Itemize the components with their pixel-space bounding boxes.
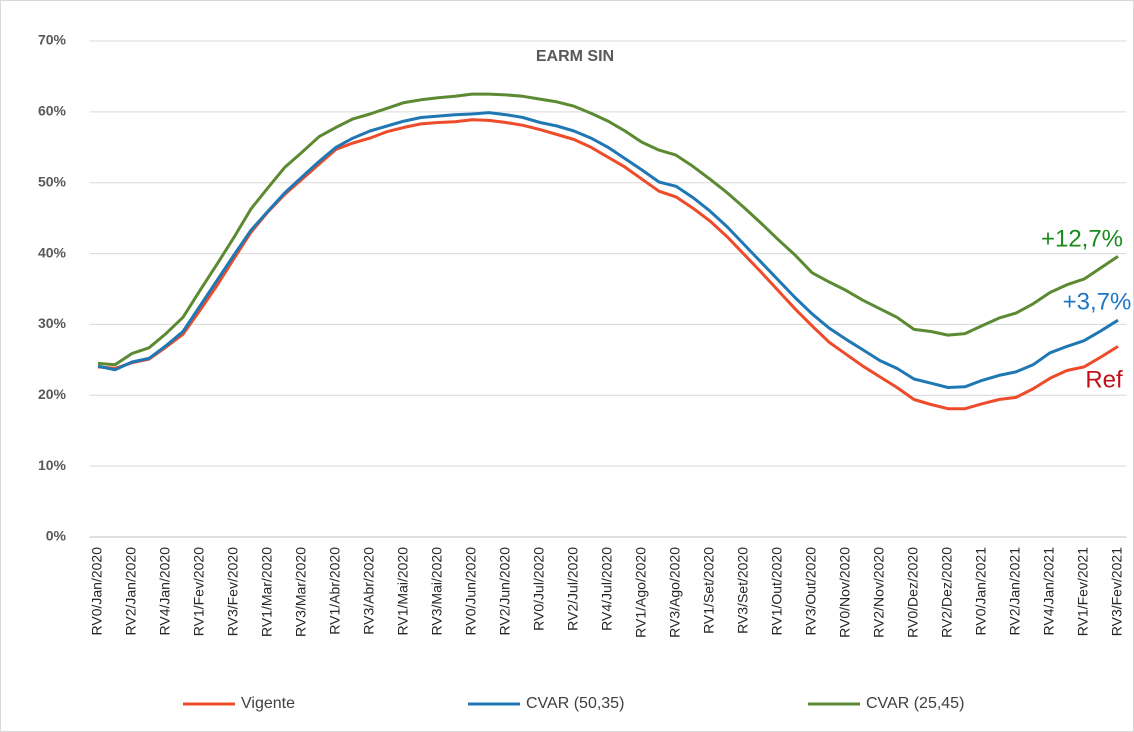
x-tick-label: RV3/Out/2020	[803, 547, 819, 636]
chart-title: EARM SIN	[536, 48, 614, 65]
x-tick-label: RV3/Fev/2021	[1109, 547, 1125, 636]
y-tick-label: 60%	[38, 103, 67, 119]
x-tick-label: RV2/Jan/2020	[123, 547, 139, 636]
series-line	[97, 92, 1119, 367]
legend-label: Vigente	[241, 695, 295, 712]
y-tick-label: 50%	[38, 173, 67, 189]
x-tick-label: RV3/Abr/2020	[361, 547, 377, 635]
x-tick-label: RV2/Jan/2021	[1007, 547, 1023, 636]
x-tick-label: RV4/Jan/2020	[157, 547, 173, 636]
x-tick-label: RV3/Set/2020	[735, 547, 751, 634]
x-tick-label: RV1/Ago/2020	[633, 547, 649, 638]
x-tick-label: RV2/Nov/2020	[871, 547, 887, 638]
legend-label: CVAR (25,45)	[866, 695, 964, 712]
x-tick-label: RV2/Jul/2020	[565, 547, 581, 631]
x-tick-label: RV2/Dez/2020	[939, 547, 955, 638]
y-tick-label: 0%	[46, 528, 67, 544]
x-tick-label: RV0/Dez/2020	[905, 547, 921, 638]
annotation: Ref	[1085, 366, 1123, 393]
y-tick-label: 30%	[38, 315, 67, 331]
y-tick-label: 40%	[38, 244, 67, 260]
legend-label: CVAR (50,35)	[526, 695, 624, 712]
x-tick-label: RV1/Fev/2020	[191, 547, 207, 636]
x-tick-label: RV0/Jan/2021	[973, 547, 989, 636]
y-tick-label: 10%	[38, 457, 67, 473]
y-tick-label: 20%	[38, 386, 67, 402]
x-tick-label: RV3/Mai/2020	[429, 547, 445, 636]
x-tick-label: RV1/Out/2020	[769, 547, 785, 636]
x-tick-label: RV3/Fev/2020	[225, 547, 241, 636]
x-tick-label: RV0/Jun/2020	[463, 547, 479, 636]
x-tick-label: RV2/Jun/2020	[497, 547, 513, 636]
x-tick-label: RV0/Jan/2020	[89, 547, 105, 636]
x-tick-label: RV3/Ago/2020	[667, 547, 683, 638]
x-tick-label: RV1/Mar/2020	[259, 547, 275, 637]
x-tick-label: RV1/Set/2020	[701, 547, 717, 634]
annotation: +12,7%	[1041, 225, 1123, 252]
x-tick-label: RV0/Jul/2020	[531, 547, 547, 631]
x-tick-label: RV4/Jul/2020	[599, 547, 615, 631]
annotation: +3,7%	[1063, 288, 1132, 315]
x-tick-label: RV1/Mai/2020	[395, 547, 411, 636]
x-tick-label: RV1/Abr/2020	[327, 547, 343, 635]
x-tick-label: RV4/Jan/2021	[1041, 547, 1057, 636]
x-tick-label: RV3/Mar/2020	[293, 547, 309, 637]
x-tick-label: RV0/Nov/2020	[837, 547, 853, 638]
x-tick-label: RV1/Fev/2021	[1075, 547, 1091, 636]
series-line	[97, 111, 1119, 389]
y-tick-label: 70%	[38, 32, 67, 48]
